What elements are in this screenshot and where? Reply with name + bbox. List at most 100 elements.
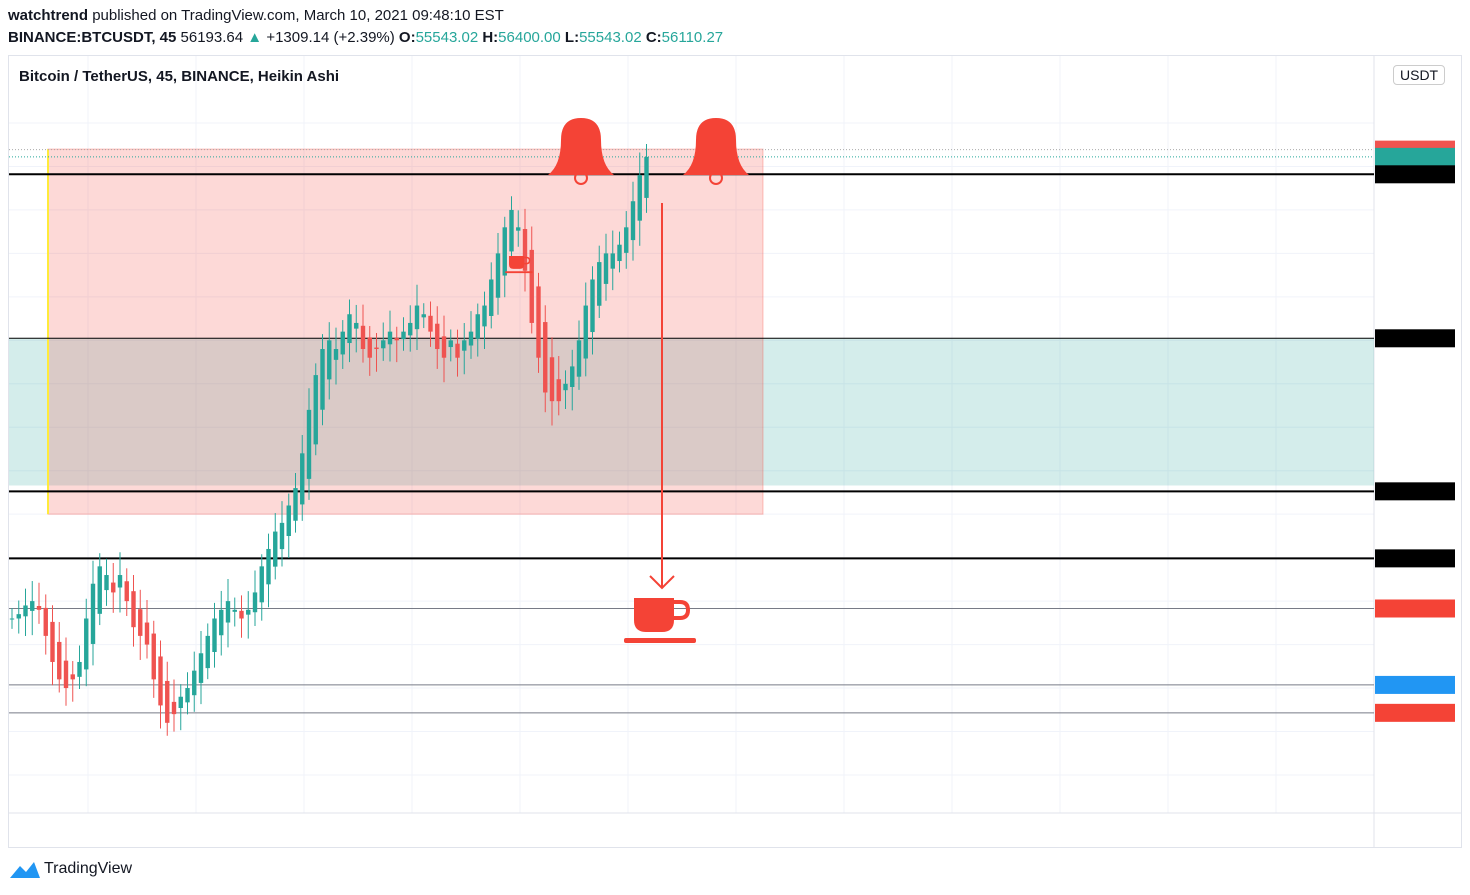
bell-icon	[683, 118, 749, 175]
candle-body	[239, 610, 244, 619]
candle-body	[536, 286, 541, 358]
candle-body	[441, 336, 447, 358]
chart-frame	[8, 55, 1462, 848]
candle-body	[408, 322, 413, 336]
candle-body	[198, 653, 204, 683]
candle-body	[502, 227, 507, 276]
candle-body	[421, 314, 426, 318]
candle-body	[630, 201, 636, 241]
candle-body	[185, 688, 190, 703]
candle-body	[131, 591, 136, 628]
candle-body	[482, 305, 487, 327]
candle-body	[77, 661, 82, 677]
coffee-saucer	[624, 638, 696, 643]
candle-body	[340, 331, 345, 355]
candle-body	[435, 323, 440, 350]
candle-body	[111, 582, 116, 593]
candle-body	[70, 674, 75, 680]
candle-body	[468, 331, 474, 346]
chart-title: Bitcoin / TetherUS, 45, BINANCE, Heikin …	[19, 68, 340, 85]
publish-info: watchtrend published on TradingView.com,…	[8, 7, 504, 24]
price-label-badge	[1375, 549, 1455, 568]
candle-body	[273, 531, 278, 567]
candle-body	[266, 548, 271, 585]
candle-body	[354, 322, 359, 329]
price-label-badge	[1375, 675, 1455, 694]
candle-body	[347, 314, 352, 344]
candle-body	[84, 618, 89, 670]
low-label: L:	[564, 29, 580, 46]
candle-body	[124, 581, 129, 602]
arrow-head	[649, 575, 675, 590]
candle-body	[232, 609, 237, 612]
author[interactable]: watchtrend	[8, 7, 89, 24]
candle-body	[509, 209, 514, 252]
candle-body	[246, 609, 251, 615]
candle-body	[475, 314, 480, 339]
candle-body	[381, 340, 386, 349]
price-label-badge	[1375, 329, 1455, 348]
candle-body	[138, 609, 143, 636]
candle-body	[597, 262, 602, 306]
open-value: 55543.02	[415, 29, 479, 46]
candle-body	[455, 343, 460, 358]
candle-body	[219, 609, 224, 636]
candle-body	[367, 337, 372, 358]
currency-button[interactable]: USDT	[1393, 65, 1446, 85]
candle-body	[97, 566, 102, 614]
candle-body	[144, 622, 150, 645]
candle-body	[610, 253, 615, 269]
close-value: 56110.27	[661, 29, 724, 46]
symbol-info: BINANCE:BTCUSDT, 45 56193.64 ▲ +1309.14 …	[8, 29, 723, 46]
publish-date: published on TradingView.com, March 10, …	[92, 7, 504, 24]
candle-body	[36, 606, 42, 610]
candle-body	[489, 279, 494, 316]
candle-body	[178, 696, 183, 709]
candle-body	[50, 621, 55, 662]
candle-body	[279, 522, 285, 550]
candle-body	[563, 383, 568, 391]
candle-body	[387, 331, 393, 345]
candle-body	[516, 227, 521, 231]
candle-body	[576, 340, 582, 377]
candle-body	[644, 156, 649, 198]
brand-name: TradingView	[44, 860, 133, 877]
candle-body	[462, 340, 467, 351]
candle-body	[333, 349, 339, 360]
candle-body	[529, 249, 534, 323]
candle-body	[205, 635, 210, 669]
candle-body	[603, 253, 609, 284]
candle-body	[171, 701, 177, 715]
price-label-badge	[1375, 703, 1455, 722]
low-value: 55543.02	[579, 29, 642, 46]
candle-body	[414, 305, 420, 330]
candle-body	[522, 229, 528, 271]
tradingview-logo[interactable]: TradingView	[10, 860, 132, 878]
candle-body	[320, 349, 325, 410]
candle-body	[543, 322, 548, 393]
candle-body	[300, 453, 305, 505]
candle-body	[165, 680, 170, 723]
candle-body	[212, 618, 217, 652]
candle-body	[30, 601, 35, 611]
price-change: +1309.14 (+2.39%)	[266, 29, 395, 46]
candle-body	[327, 340, 332, 380]
price-label-badge	[1375, 165, 1455, 184]
close-label: C:	[645, 29, 662, 46]
candle-body	[63, 660, 69, 689]
candle-body	[394, 337, 399, 341]
last-price: 56193.64	[180, 29, 244, 46]
up-triangle-icon: ▲	[247, 29, 263, 46]
coffee-cup-handle	[524, 256, 531, 265]
candle-body	[374, 347, 379, 350]
candle-body	[151, 633, 156, 680]
coffee-cup-icon	[509, 256, 525, 269]
candle-body	[428, 315, 433, 332]
candle-body	[617, 244, 622, 262]
candle-body	[259, 566, 264, 603]
candle-body	[192, 670, 197, 696]
tradingview-logo-icon	[10, 862, 40, 878]
candle-body	[293, 488, 298, 521]
candle-body	[549, 357, 555, 402]
